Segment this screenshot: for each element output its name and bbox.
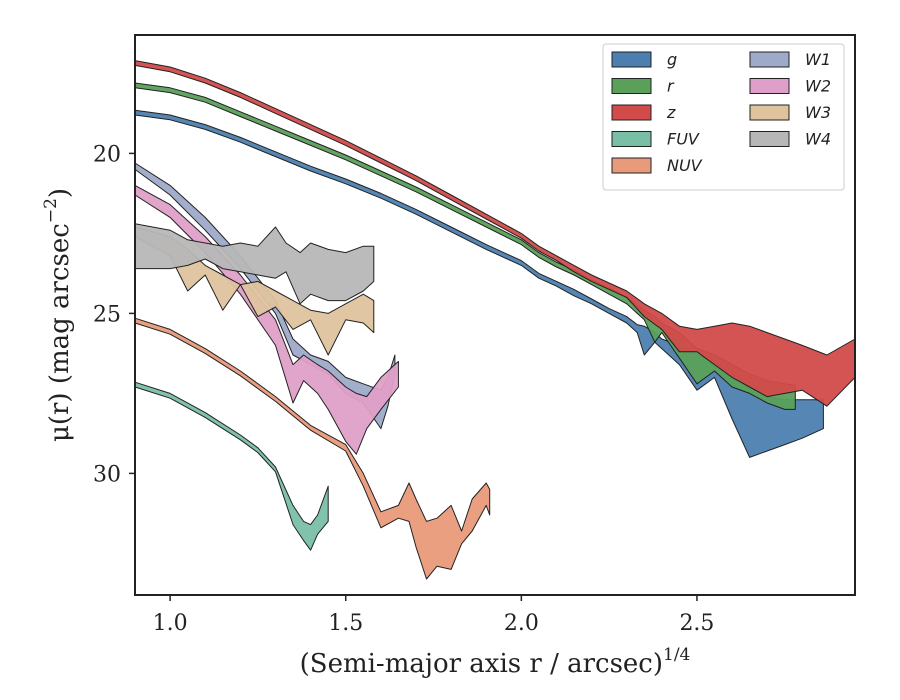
y-axis: 20 25 30	[93, 142, 135, 487]
legend-label-r: r	[667, 77, 675, 96]
y-tick-label: 30	[93, 462, 121, 487]
x-tick-label: 1.5	[328, 611, 363, 636]
legend-swatch-z	[611, 104, 652, 121]
x-axis: 1.0 1.5 2.0 2.5	[153, 595, 714, 636]
x-tick-label: 2.0	[504, 611, 539, 636]
plot-frame	[134, 34, 856, 596]
x-axis-label: (Semi-major axis r / arcsec)1/4	[300, 645, 691, 679]
band-w2	[134, 184, 399, 455]
band-nuv	[134, 317, 491, 580]
legend-swatch-g	[611, 51, 652, 68]
legend-label-z: z	[666, 103, 676, 122]
legend-swatch-w1	[749, 51, 790, 68]
legend-swatch-r	[611, 78, 652, 94]
legend: grz FUV NUV W1 W2 W3 W4	[602, 43, 845, 191]
y-tick-label: 25	[93, 302, 121, 327]
band-w4	[134, 223, 375, 305]
band-g	[134, 109, 824, 458]
legend-label-w2: W2	[805, 77, 831, 96]
series-bands	[134, 60, 856, 580]
x-axis-label-superscript: 1/4	[663, 645, 690, 665]
legend-label-nuv: NUV	[667, 156, 703, 175]
band-r	[134, 82, 796, 410]
legend-swatch-nuv	[611, 157, 652, 174]
x-tick-label: 1.0	[153, 611, 188, 636]
legend-label-w3: W3	[805, 103, 831, 122]
legend-swatch-w3	[749, 104, 790, 121]
legend-label-g: g	[667, 50, 677, 69]
legend-label-fuv: FUV	[667, 130, 700, 149]
legend-swatch-w2	[749, 78, 790, 94]
y-axis-label-superscript: −2	[41, 198, 61, 223]
legend-label-w4: W4	[805, 130, 831, 149]
x-tick-label: 2.5	[679, 611, 714, 636]
y-tick-label: 20	[93, 142, 121, 167]
legend-swatch-w4	[749, 131, 790, 147]
band-fuv	[134, 381, 329, 551]
y-axis-label: μ(r) (mag arcsec−2)	[41, 188, 75, 442]
legend-label-w1: W1	[805, 50, 831, 69]
legend-swatch-fuv	[611, 131, 652, 147]
